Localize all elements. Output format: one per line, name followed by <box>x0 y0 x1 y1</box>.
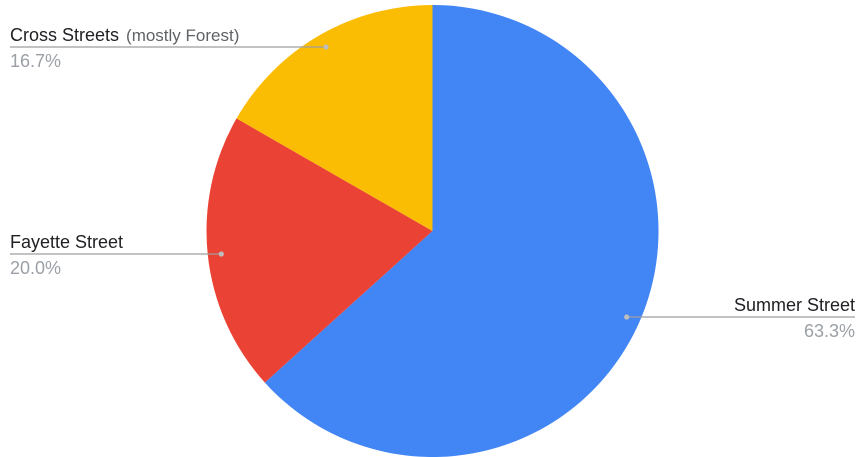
leader-dot-fayette-street <box>218 251 224 257</box>
slice-name-summer-street: Summer Street <box>734 295 855 315</box>
slice-note: (mostly Forest) <box>126 26 239 45</box>
slice-name-text: Cross Streets <box>10 25 119 45</box>
leader-dot-summer-street <box>624 314 630 320</box>
slice-percent-cross-streets: 16.7% <box>10 51 61 71</box>
slice-name-text: Fayette Street <box>10 232 123 252</box>
pie-slices <box>206 5 659 457</box>
slice-percent-summer-street: 63.3% <box>804 321 855 341</box>
slice-summer-street <box>264 5 659 457</box>
slice-cross-streets <box>236 5 433 231</box>
slice-fayette-street <box>206 118 433 383</box>
slice-name-text: Summer Street <box>734 295 855 315</box>
slice-name-cross-streets: Cross Streets (mostly Forest) <box>10 25 239 45</box>
slice-name-fayette-street: Fayette Street <box>10 232 123 252</box>
leader-dot-cross-streets <box>323 44 329 50</box>
slice-percent-fayette-street: 20.0% <box>10 258 61 278</box>
pie-labels: Summer Street 63.3% Fayette Street 20.0% Cro… <box>10 25 855 341</box>
